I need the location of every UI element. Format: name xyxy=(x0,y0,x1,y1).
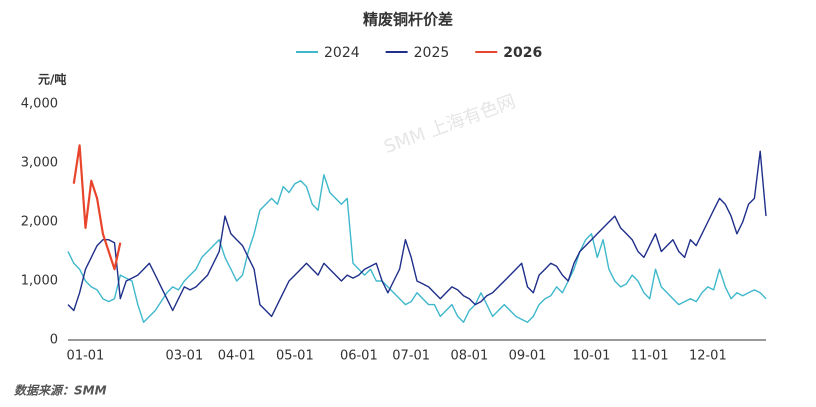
y-tick-label: 0 xyxy=(50,333,58,348)
x-tick-label: 08-01 xyxy=(450,349,488,364)
y-tick-label: 3,000 xyxy=(21,156,58,171)
x-tick-label: 10-01 xyxy=(573,349,611,364)
y-tick-label: 4,000 xyxy=(21,97,58,112)
y-axis-label: 元/吨 xyxy=(38,72,66,87)
legend-label: 2024 xyxy=(324,45,360,61)
legend-label: 2025 xyxy=(414,45,450,61)
x-tick-label: 05-01 xyxy=(276,349,314,364)
source: 数据来源：SMM xyxy=(14,384,107,398)
x-tick-label: 03-01 xyxy=(165,349,203,364)
x-tick-label: 04-01 xyxy=(218,349,256,364)
x-tick-label: 11-01 xyxy=(631,349,669,364)
x-tick-label: 06-01 xyxy=(340,349,378,364)
watermark: SMM 上海有色网 xyxy=(381,91,518,158)
series-line xyxy=(67,150,767,318)
x-tick-label: 12-01 xyxy=(689,349,727,364)
x-tick-label: 09-01 xyxy=(509,349,547,364)
chart-title: 精废铜杆价差 xyxy=(363,11,453,29)
y-tick-label: 2,000 xyxy=(21,215,58,230)
x-tick-label: 01-01 xyxy=(67,349,105,364)
x-tick-label: 07-01 xyxy=(392,349,430,364)
series-line xyxy=(67,174,767,323)
legend-label: 2026 xyxy=(503,45,542,61)
y-tick-label: 1,000 xyxy=(21,274,58,289)
series-line xyxy=(72,144,122,271)
